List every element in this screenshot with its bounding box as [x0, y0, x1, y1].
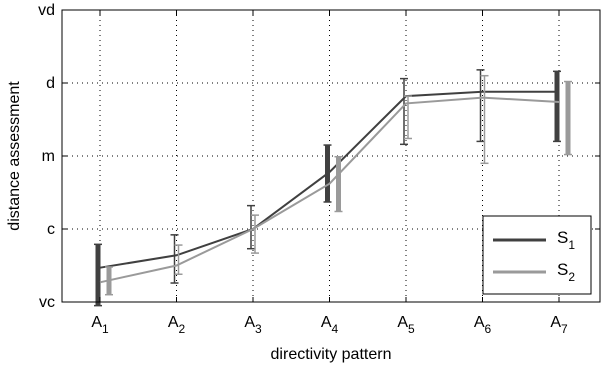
- y-tick-label: vd: [38, 2, 55, 19]
- legend-label: S2: [557, 260, 575, 284]
- ticks: A1 A2 A3 A4 A5 A6 A7 vc c m d vd: [38, 2, 600, 336]
- y-axis-title: distance assessment: [6, 81, 23, 231]
- y-tick-label: c: [47, 221, 55, 238]
- series-layer: [94, 69, 572, 307]
- series-line: [99, 96, 560, 284]
- x-axis-title: directivity pattern: [271, 346, 392, 363]
- y-tick-label: d: [46, 75, 55, 92]
- legend-label: S1: [557, 228, 575, 252]
- x-tick-label: A5: [397, 314, 415, 336]
- x-tick-label: A7: [550, 314, 568, 336]
- x-tick-label: A6: [474, 314, 492, 336]
- x-tick-label: A2: [168, 314, 186, 336]
- plot-frame: [61, 9, 601, 303]
- legend-box: [482, 215, 592, 295]
- y-tick-label: m: [42, 148, 55, 165]
- x-tick-label: A4: [321, 314, 339, 336]
- y-tick-label: vc: [39, 294, 55, 311]
- x-tick-label: A1: [91, 314, 109, 336]
- x-tick-label: A3: [244, 314, 262, 336]
